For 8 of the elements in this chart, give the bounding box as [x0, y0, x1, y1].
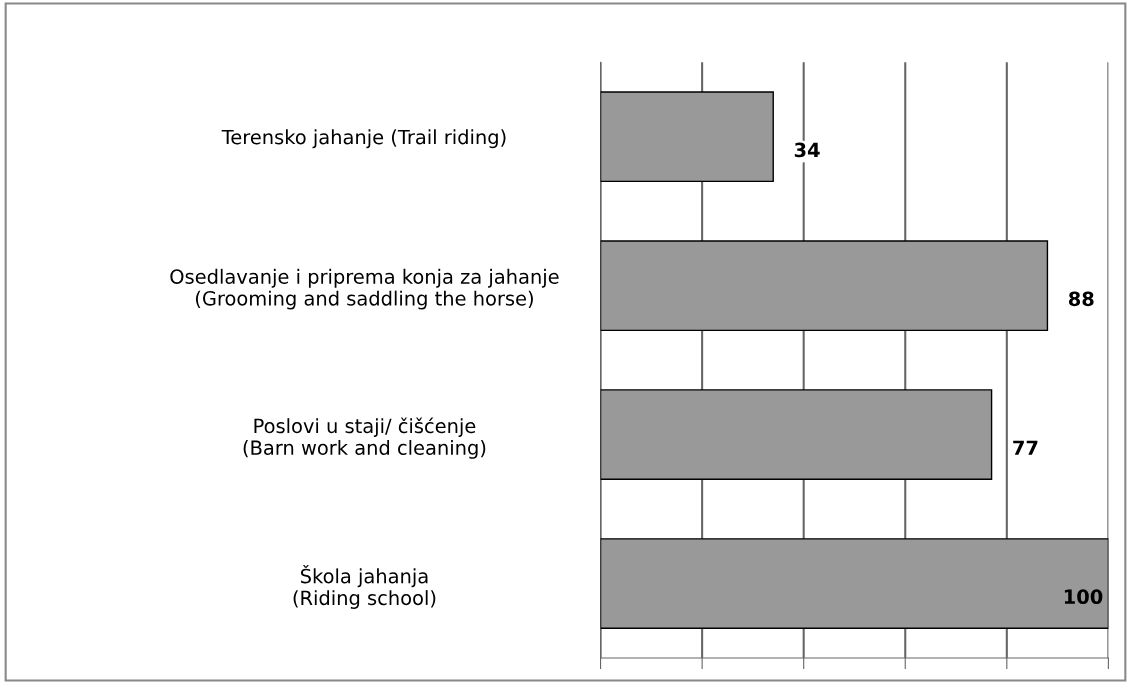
y-tick-label: Terensko jahanje (Trail riding): [221, 129, 506, 149]
data-label: 34: [794, 142, 820, 158]
y-tick-label: Osedlavanje i priprema konja za jahanje (Grooming and saddling the horse): [170, 268, 559, 310]
data-label: 77: [1013, 440, 1038, 455]
y-tick-label: Škola jahanja (Riding school): [293, 565, 436, 609]
data-label: 100: [1064, 589, 1103, 605]
y-tick-label: Poslovi u staji/ čišćenje (Barn work and cleaning): [243, 417, 486, 459]
data-label: 88: [1068, 291, 1094, 307]
